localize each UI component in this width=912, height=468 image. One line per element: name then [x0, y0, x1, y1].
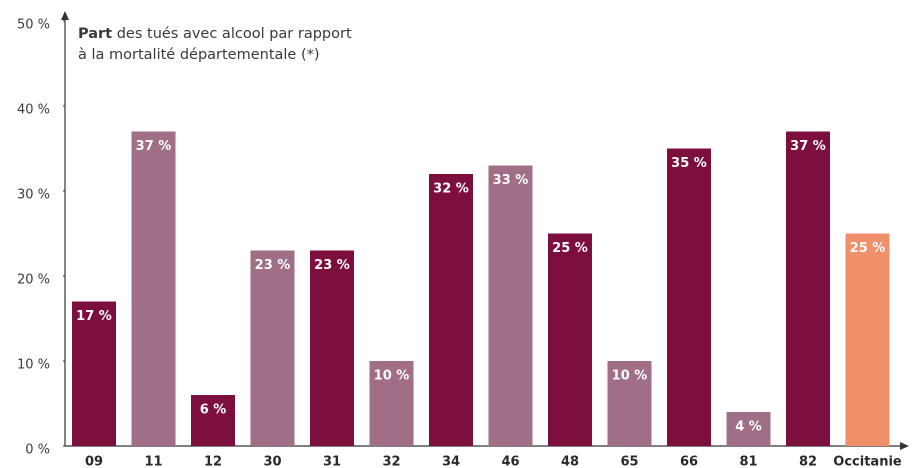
x-tick-label: 82 — [799, 455, 817, 468]
bar — [429, 174, 473, 446]
x-tick-label: 30 — [263, 455, 281, 468]
value-label: 10 % — [374, 369, 410, 384]
x-tick-label: 46 — [501, 455, 519, 468]
value-label: 23 % — [255, 258, 291, 273]
bar — [369, 361, 414, 446]
y-tick-label: 50 % — [17, 18, 50, 33]
value-label: 25 % — [552, 241, 588, 256]
bar — [607, 361, 652, 446]
x-tick-label: 66 — [680, 455, 698, 468]
x-tick-label: 34 — [442, 455, 460, 468]
value-label: 25 % — [850, 241, 886, 256]
value-label: 33 % — [493, 173, 529, 188]
y-tick-label: 0 % — [25, 443, 50, 458]
value-label: 17 % — [76, 309, 112, 324]
y-tick-label: 10 % — [17, 358, 50, 373]
x-tick-label: 65 — [620, 455, 638, 468]
x-tick-label: 12 — [204, 455, 222, 468]
bar — [191, 395, 235, 446]
bar — [726, 412, 771, 446]
x-tick-label: 81 — [739, 455, 757, 468]
chart-title: Part des tués avec alcool par rapport — [78, 26, 352, 42]
x-tick-label: 31 — [323, 455, 341, 468]
value-label: 37 % — [790, 139, 826, 154]
x-tick-label: 32 — [382, 455, 400, 468]
bar — [548, 233, 592, 446]
title-bold: Part — [78, 26, 112, 42]
bar — [310, 250, 354, 446]
x-tick-label: 48 — [561, 455, 579, 468]
chart-title: à la mortalité départementale (*) — [78, 47, 320, 63]
bar — [131, 131, 176, 446]
value-label: 6 % — [200, 403, 227, 418]
value-label: 23 % — [314, 258, 350, 273]
title-line: des tués avec alcool par rapport — [117, 26, 352, 42]
bar — [845, 233, 890, 446]
bar — [72, 301, 116, 446]
value-label: 10 % — [612, 369, 648, 384]
bar — [786, 131, 830, 446]
y-tick-label: 20 % — [17, 273, 50, 288]
value-label: 4 % — [735, 420, 762, 435]
x-tick-label: Occitanie — [833, 455, 902, 468]
x-tick-label: 11 — [144, 455, 162, 468]
x-tick-label: 09 — [85, 455, 103, 468]
bar — [667, 148, 711, 446]
bar — [488, 165, 533, 446]
y-tick-label: 40 % — [17, 103, 50, 118]
x-axis-arrow — [900, 442, 909, 450]
value-label: 37 % — [136, 139, 172, 154]
bar — [250, 250, 295, 446]
value-label: 32 % — [433, 182, 469, 197]
value-label: 35 % — [671, 156, 707, 171]
y-axis-arrow — [61, 11, 69, 20]
y-tick-label: 30 % — [17, 188, 50, 203]
